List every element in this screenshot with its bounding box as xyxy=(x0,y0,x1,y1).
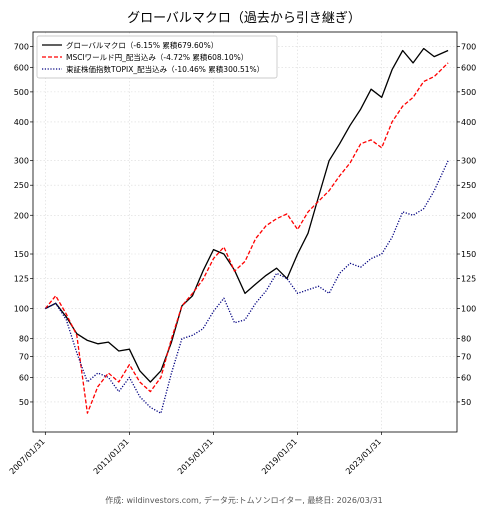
legend-label-3: 東証株価指数TOPIX_配当込み（-10.46% 累積300.51%） xyxy=(66,64,264,74)
y-tick-label-right: 80 xyxy=(461,335,471,344)
y-tick-label-left: 200 xyxy=(14,211,29,220)
legend-label-2: MSCIワールド円_配当込み（-4.72% 累積608.10%） xyxy=(66,52,248,62)
y-tick-label-right: 100 xyxy=(461,305,476,314)
y-tick-label-right: 200 xyxy=(461,211,476,220)
y-tick-label-right: 500 xyxy=(461,88,476,97)
y-tick-label-left: 300 xyxy=(14,157,29,166)
y-tick-label-right: 70 xyxy=(461,353,471,362)
y-tick-label-left: 60 xyxy=(19,373,29,382)
legend-label-1: グローバルマクロ（-6.15% 累積679.60%） xyxy=(66,40,218,50)
legend: グローバルマクロ（-6.15% 累積679.60%） MSCIワールド円_配当込み… xyxy=(36,35,278,79)
y-tick-label-right: 150 xyxy=(461,250,476,259)
y-tick-label-left: 600 xyxy=(14,63,29,72)
y-tick-label-left: 125 xyxy=(14,275,29,284)
series-layer xyxy=(44,47,449,414)
y-tick-label-left: 100 xyxy=(14,305,29,314)
y-tick-label-right: 400 xyxy=(461,118,476,127)
plot-frame xyxy=(32,31,458,433)
y-tick-label-left: 700 xyxy=(14,43,29,52)
y-tick-label-left: 70 xyxy=(19,353,29,362)
y-tick-label-right: 50 xyxy=(461,398,471,407)
y-tick-label-left: 150 xyxy=(14,250,29,259)
y-tick-label-left: 50 xyxy=(19,398,29,407)
y-tick-label-left: 400 xyxy=(14,118,29,127)
y-tick-label-right: 600 xyxy=(461,63,476,72)
y-tick-label-left: 500 xyxy=(14,88,29,97)
y-tick-label-right: 250 xyxy=(461,181,476,190)
grid xyxy=(33,32,457,432)
y-tick-label-right: 60 xyxy=(461,373,471,382)
chart-title: グローバルマクロ（過去から引き継ぎ） xyxy=(127,11,361,26)
y-tick-label-left: 250 xyxy=(14,181,29,190)
y-tick-label-right: 125 xyxy=(461,275,476,284)
y-tick-label-right: 700 xyxy=(461,43,476,52)
y-tick-label-left: 80 xyxy=(19,335,29,344)
series-line-1 xyxy=(45,47,449,383)
footer-credit: 作成: wildinvestors.com, データ元:トムソンロイター, 最終… xyxy=(105,495,382,505)
y-tick-label-right: 300 xyxy=(461,157,476,166)
legend-box xyxy=(36,35,278,79)
